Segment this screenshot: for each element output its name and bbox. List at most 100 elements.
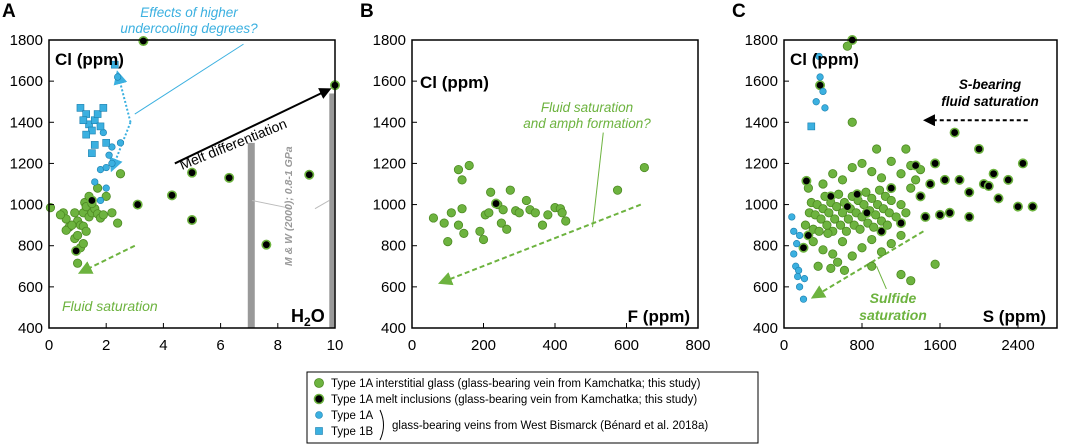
panel-c-point-bismarck-1a [799,295,808,303]
panel-b-point-interstitial [475,226,485,236]
panel-c-letter: C [732,1,746,22]
legend-blue-square-icon [315,427,323,435]
panel-c-point-bismarck-1a [793,240,801,248]
legend-black-circle-icon [313,393,325,405]
panel-a-point-bismarck-1a [114,73,122,81]
panel-b-point-interstitial [486,187,496,197]
panel-c-point-interstitial [869,222,879,232]
panel-c-point-bismarck-1a [800,275,809,283]
panel-c-point-inclusion [1027,201,1038,212]
panel-b-xtick-label: 400 [542,337,567,354]
panel-b-ylabel: Cl (ppm) [420,73,489,92]
panel-c-point-interstitial [841,226,852,236]
panel-c-point-bismarck-1a [790,227,798,235]
panel-b: 400 600 800 1000 1200 1400 1600 1800 0 200 400 600 8… [373,32,711,354]
panel-c-point-interstitial [843,214,853,224]
panel-b-ytick-label: 1000 [373,197,406,214]
panel-a-point-inclusion [138,36,149,47]
panel-a-ytick-label: 800 [18,238,43,255]
legend-blue-circle-icon [315,411,323,419]
panel-c-point-bismarck-1a [795,231,804,240]
panel-c-point-interstitial [867,193,877,203]
panel-c-point-interstitial [835,220,846,230]
panel-c-point-inclusion [825,191,836,202]
panel-c-point-interstitial [857,243,867,253]
panel-a-frame [48,39,336,329]
panel-b-xtick-label: 0 [408,337,416,354]
panel-c-point-interstitial [930,259,940,269]
panel-c-point-interstitial [911,175,921,185]
panel-c-point-interstitial [874,185,885,195]
panel-a-point-interstitial [98,210,108,220]
panel-a-xtick-label: 4 [159,337,167,354]
panel-a-point-interstitial [55,210,66,220]
panel-c-xtick-label: 1600 [923,337,956,354]
panel-c-point-interstitial [847,162,857,173]
panel-c-point-inclusion [934,209,945,220]
panel-a-point-interstitial [73,258,83,268]
panel-c-point-interstitial [901,144,911,154]
panel-c-point-interstitial [814,226,824,236]
panel-c-ticks: 400 600 800 1000 1200 1400 1600 1800 0 800 1600 240… [745,32,1035,354]
panel-b-point-interstitial [502,224,512,234]
panel-c-point-inclusion [993,193,1004,204]
panel-c-point-interstitial [876,247,887,257]
panel-b-letter: B [360,1,374,22]
panel-a-ticks: 400 600 800 1000 1200 1400 1600 1800 0 2 4 6 8 10 [10,32,344,354]
panel-a-point-bismarck-1a [99,128,107,137]
panel-a-ytick-label: 1000 [10,197,43,214]
panel-b-point-interstitial [453,220,464,230]
panel-c-point-bismarck-1a [821,104,829,112]
panel-b-ticks: 400 600 800 1000 1200 1400 1600 1800 0 200 400 600 8… [373,32,711,354]
panel-c-annotation-s-bearing-line1: S-bearing [959,77,1022,92]
panel-a-mw-leader-right [314,200,330,210]
panel-b-xlabel: F (ppm) [628,307,690,326]
panel-a-point-inclusion [71,245,82,256]
panel-a-point-interstitial [70,208,80,218]
panel-a-point-interstitial [78,239,88,249]
panel-c-point-inclusion [964,187,975,198]
panel-b-xtick-label: 600 [614,337,639,354]
panel-a-point-bismarck-1a [102,163,110,172]
legend: Type 1A interstitial glass (glass-bearin… [306,371,759,444]
panel-a-xtick-label: 0 [45,337,53,354]
panel-c-point-interstitial [824,208,834,218]
panel-c-point-inclusion [920,211,931,222]
panel-c-point-interstitial [828,249,838,259]
panel-c-point-interstitial [867,234,877,245]
panel-b-ytick-label: 800 [381,238,406,255]
panel-a-xtick-label: 2 [102,337,110,354]
panel-c-point-inclusion [1012,201,1023,212]
panel-c-point-inclusion [910,160,921,171]
panel-c-point-inclusion [949,127,960,138]
panel-c-point-bismarck-1a [795,266,803,275]
panel-c-xtick-label: 0 [780,337,788,354]
panel-c-point-inclusion [915,191,926,202]
panel-c-ytick-label: 1000 [745,197,778,214]
panel-b-xtick-label: 800 [685,337,710,354]
panel-a-point-inclusion [224,172,235,183]
panel-c-point-inclusion [842,201,853,212]
panel-c-point-interstitial [896,199,906,210]
panel-c-point-interstitial [837,175,848,185]
panel-a-point-interstitial [107,208,117,218]
panel-c-plot-area [788,34,1038,303]
panel-a-xtick-label: 10 [327,337,344,354]
panel-a: 400 600 800 1000 1200 1400 1600 1800 0 2 4 6 8 10 Cl … [10,5,344,354]
panel-a-point-bismarck-1b [93,110,102,118]
panel-a-point-bismarck-1b [96,122,105,131]
panel-a-annotation-mw-reference: M & W (2000); 0.8-1 GPa [283,146,295,266]
panel-c-point-interstitial [886,239,896,249]
panel-c-point-inclusion [983,181,994,192]
panel-c-point-interstitial [818,245,828,255]
panel-a-point-bismarck-1b [99,104,108,112]
panel-a-plot-area [45,36,340,328]
panel-b-point-interstitial [446,208,456,218]
legend-item-interstitial-glass: Type 1A interstitial glass (glass-bearin… [331,378,701,390]
panel-a-point-inclusion [187,167,198,178]
panel-a-annotation-melt-differentiation: Melt differentiation [177,115,289,173]
panel-c-point-inclusion [801,175,812,186]
panel-b-point-interstitial [439,218,449,228]
panel-c-xlabel: S (ppm) [983,307,1046,326]
panel-c-point-interstitial [847,251,857,261]
